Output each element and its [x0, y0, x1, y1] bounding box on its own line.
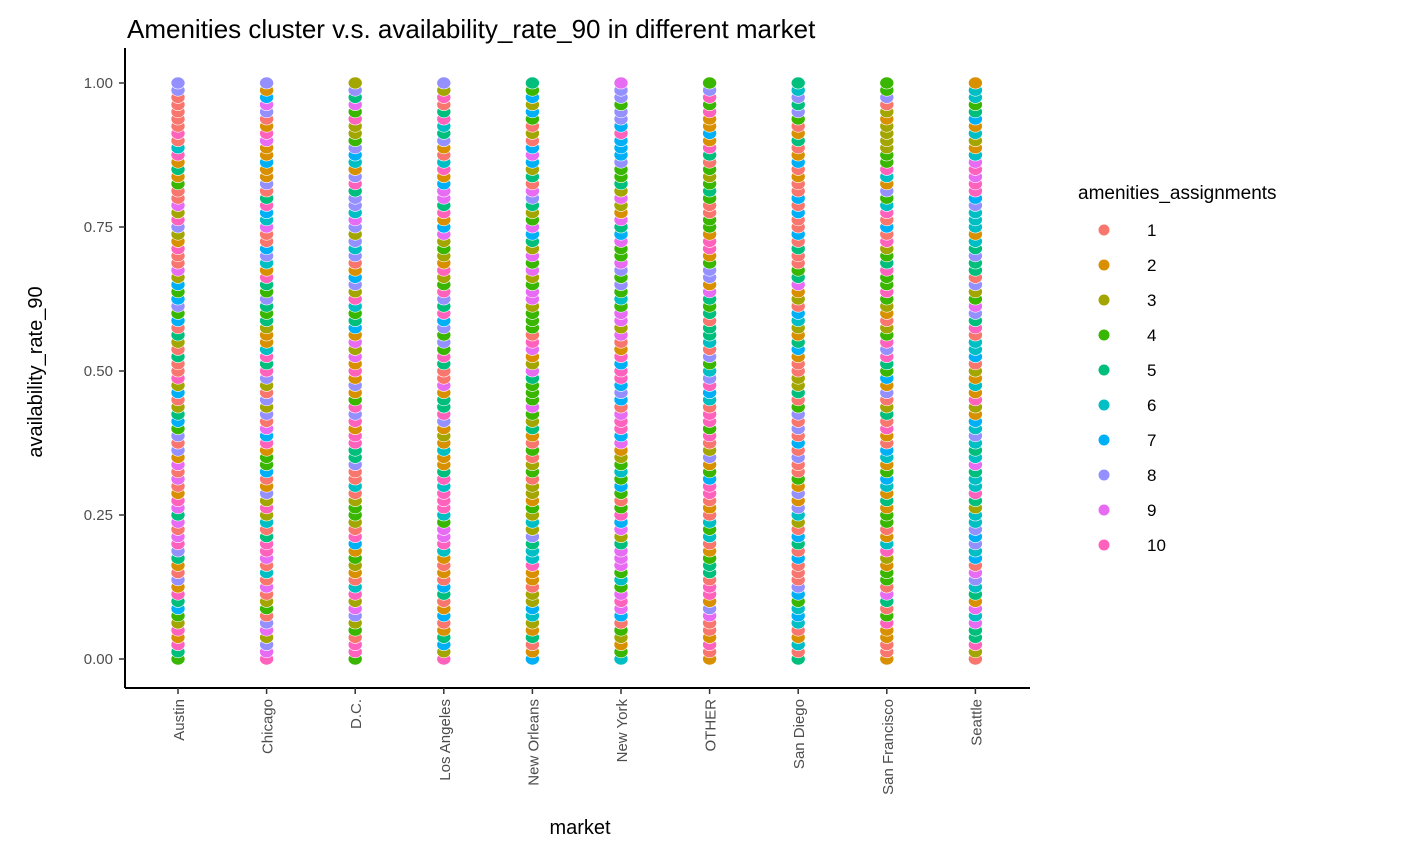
x-tick-label: San Francisco [880, 699, 897, 795]
scatter-point [347, 76, 363, 90]
x-tick-label: New York [614, 699, 631, 763]
legend-label: 1 [1147, 221, 1156, 240]
legend-label: 7 [1147, 431, 1156, 450]
legend-label: 8 [1147, 466, 1156, 485]
scatter-point [259, 76, 274, 90]
y-tick-label: 0.75 [84, 219, 113, 236]
x-tick-label: D.C. [348, 699, 365, 729]
legend-key [1098, 434, 1110, 446]
legend-key [1098, 364, 1110, 376]
x-tick-label: Chicago [260, 699, 277, 754]
y-tick-label: 0.50 [84, 363, 113, 380]
x-tick-label: San Diego [791, 699, 808, 769]
legend-key [1098, 469, 1110, 481]
scatter-point [436, 76, 452, 90]
y-tick-label: 0.25 [84, 507, 113, 524]
legend-label: 3 [1147, 291, 1156, 310]
legend: amenities_assignments 1 2 3 4 5 6 7 8 9 10 [1078, 183, 1277, 555]
legend-label: 2 [1147, 256, 1156, 275]
legend-key [1098, 539, 1110, 551]
scatter-point [790, 76, 806, 90]
x-axis-label: market [549, 817, 611, 839]
scatter-point [613, 76, 629, 90]
legend-key [1098, 504, 1110, 516]
scatter-point [170, 76, 186, 90]
y-tick-label: 1.00 [84, 75, 113, 92]
legend-key [1098, 329, 1110, 341]
legend-key [1098, 294, 1110, 306]
scatter-point [968, 76, 983, 90]
legend-label: 4 [1147, 326, 1156, 345]
legend-key [1098, 399, 1110, 411]
points-layer [170, 76, 983, 666]
scatter-point [879, 76, 895, 90]
y-tick-label: 0.00 [84, 651, 113, 668]
x-tick-label: Los Angeles [437, 699, 454, 781]
y-axis-label: availability_rate_90 [25, 286, 47, 457]
scatter-point [525, 76, 540, 90]
legend-label: 10 [1147, 536, 1166, 555]
x-tick-label: Austin [171, 699, 188, 741]
legend-key [1098, 259, 1110, 271]
x-tick-label: New Orleans [525, 699, 542, 786]
legend-label: 6 [1147, 396, 1156, 415]
legend-title: amenities_assignments [1078, 183, 1277, 204]
x-axis: Austin Chicago D.C. Los Angeles New Orleans N… [125, 687, 1030, 795]
y-axis: 0.00 0.25 0.50 0.75 1.00 [84, 48, 126, 688]
legend-label: 5 [1147, 361, 1156, 380]
legend-key [1098, 224, 1110, 236]
x-tick-label: OTHER [703, 699, 720, 752]
legend-label: 9 [1147, 501, 1156, 520]
scatter-point [702, 76, 717, 90]
chart-title: Amenities cluster v.s. availability_rate… [127, 14, 816, 44]
legend-items: 1 2 3 4 5 6 7 8 9 10 [1098, 221, 1166, 555]
x-tick-label: Seattle [968, 699, 985, 746]
